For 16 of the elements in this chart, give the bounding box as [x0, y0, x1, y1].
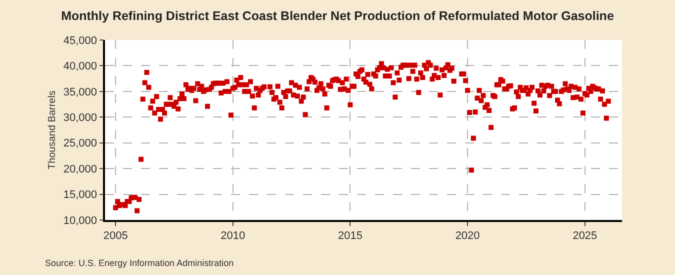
y-axis-title: Thousand Barrels: [46, 90, 58, 170]
source-note: Source: U.S. Energy Information Administration: [45, 258, 234, 268]
y-tick-label: 40,000: [63, 60, 98, 73]
y-tick-label: 10,000: [63, 214, 98, 227]
y-tick-label: 15,000: [63, 189, 98, 202]
y-tick-label: 20,000: [63, 163, 98, 176]
y-tick-label: 35,000: [63, 86, 98, 98]
chart-title: Monthly Refining District East Coast Blender Net Production of Reformulated Motor Gasoline: [61, 8, 614, 23]
x-tick-label: 2020: [455, 230, 480, 242]
x-tick-label: 2010: [220, 230, 246, 242]
y-tick-label: 45,000: [63, 34, 98, 47]
x-tick-label: 2015: [338, 230, 362, 242]
y-tick-label: 30,000: [63, 112, 98, 124]
x-tick-label: 2005: [103, 230, 128, 242]
y-tick-label: 25,000: [63, 138, 98, 150]
x-tick-label: 2025: [572, 230, 598, 242]
